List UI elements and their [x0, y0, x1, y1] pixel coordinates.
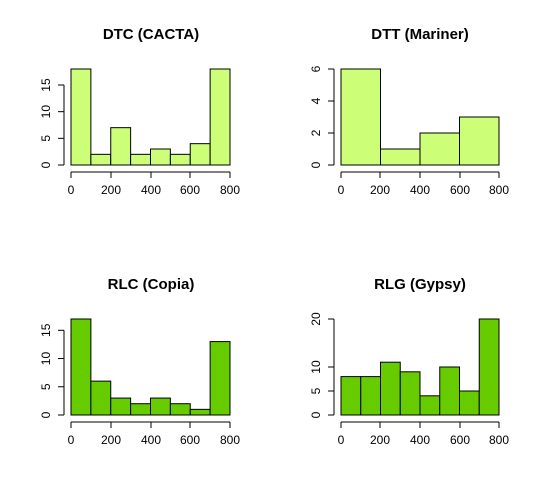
y-tick-label: 0 — [309, 411, 323, 418]
chart-title: DTT (Mariner) — [371, 26, 469, 43]
histogram-bar — [380, 148, 421, 166]
histogram-bar — [419, 132, 460, 166]
y-tick-label: 15 — [39, 323, 53, 337]
histogram-bar — [399, 371, 421, 416]
x-tick-label: 800 — [220, 183, 240, 197]
histogram-bar — [150, 397, 171, 416]
x-tick-label: 200 — [370, 183, 390, 197]
x-tick-label: 600 — [450, 183, 470, 197]
y-tick-label: 4 — [309, 97, 323, 104]
histogram-bar — [169, 403, 191, 416]
x-tick-label: 200 — [101, 183, 121, 197]
histogram-bar — [340, 68, 381, 166]
histogram-bar — [90, 153, 112, 166]
y-tick-label: 0 — [39, 411, 53, 418]
histogram-bar — [209, 341, 231, 416]
chart-title: RLG (Gypsy) — [374, 276, 466, 293]
histogram-bar — [340, 376, 362, 416]
histogram-bar — [360, 376, 381, 416]
x-tick-label: 400 — [141, 433, 161, 447]
histogram-bar — [419, 395, 441, 416]
y-tick-label: 0 — [39, 161, 53, 168]
chart-title: DTC (CACTA) — [103, 26, 199, 43]
histogram-bar — [110, 127, 132, 166]
x-tick-label: 0 — [338, 183, 345, 197]
x-tick-label: 600 — [180, 183, 200, 197]
histogram-panel: DTT (Mariner) 0 200 400 600 800 0 2 4 6 — [309, 26, 509, 197]
histogram-bar — [189, 408, 211, 416]
histogram-panel: RLC (Copia) 0 200 400 600 800 0 5 10 15 — [39, 276, 240, 447]
histogram-bar — [478, 318, 500, 416]
y-tick-label: 15 — [39, 78, 53, 92]
histogram-bar — [70, 68, 92, 166]
histogram-panel: RLG (Gypsy) 0 200 400 600 800 0 5 10 20 — [309, 276, 509, 447]
y-tick-label: 10 — [39, 105, 53, 119]
y-tick-label: 10 — [39, 352, 53, 366]
y-tick-label: 20 — [309, 312, 323, 326]
x-tick-label: 200 — [101, 433, 121, 447]
y-tick-label: 6 — [309, 65, 323, 72]
y-tick-label: 0 — [309, 161, 323, 168]
histogram-bar — [380, 361, 401, 416]
x-tick-label: 800 — [489, 433, 509, 447]
histogram-bar — [189, 143, 211, 166]
y-tick-label: 5 — [39, 383, 53, 390]
histogram-bar — [150, 148, 171, 166]
histogram-panel: DTC (CACTA) 0 200 400 600 800 0 5 10 15 — [39, 26, 240, 197]
x-tick-label: 800 — [489, 183, 509, 197]
x-tick-label: 400 — [410, 183, 430, 197]
histogram-bar — [169, 153, 191, 166]
y-tick-label: 10 — [309, 360, 323, 374]
histogram-bar — [70, 318, 92, 416]
histogram-bar — [110, 397, 132, 416]
histogram-bar — [209, 68, 231, 166]
chart-title: RLC (Copia) — [108, 276, 195, 293]
x-tick-label: 600 — [180, 433, 200, 447]
y-tick-label: 5 — [309, 387, 323, 394]
x-tick-label: 400 — [141, 183, 161, 197]
x-tick-label: 0 — [68, 433, 75, 447]
x-tick-label: 0 — [68, 183, 75, 197]
x-tick-label: 400 — [410, 433, 430, 447]
y-tick-label: 5 — [39, 135, 53, 142]
x-tick-label: 600 — [450, 433, 470, 447]
histogram-bar — [130, 403, 151, 416]
histogram-bar — [459, 116, 500, 166]
x-tick-label: 800 — [220, 433, 240, 447]
histogram-bar — [90, 380, 112, 416]
y-tick-label: 2 — [309, 129, 323, 136]
histogram-bar — [459, 390, 480, 416]
x-tick-label: 200 — [370, 433, 390, 447]
x-tick-label: 0 — [338, 433, 345, 447]
histogram-bar — [439, 366, 460, 416]
histogram-bar — [130, 153, 151, 166]
